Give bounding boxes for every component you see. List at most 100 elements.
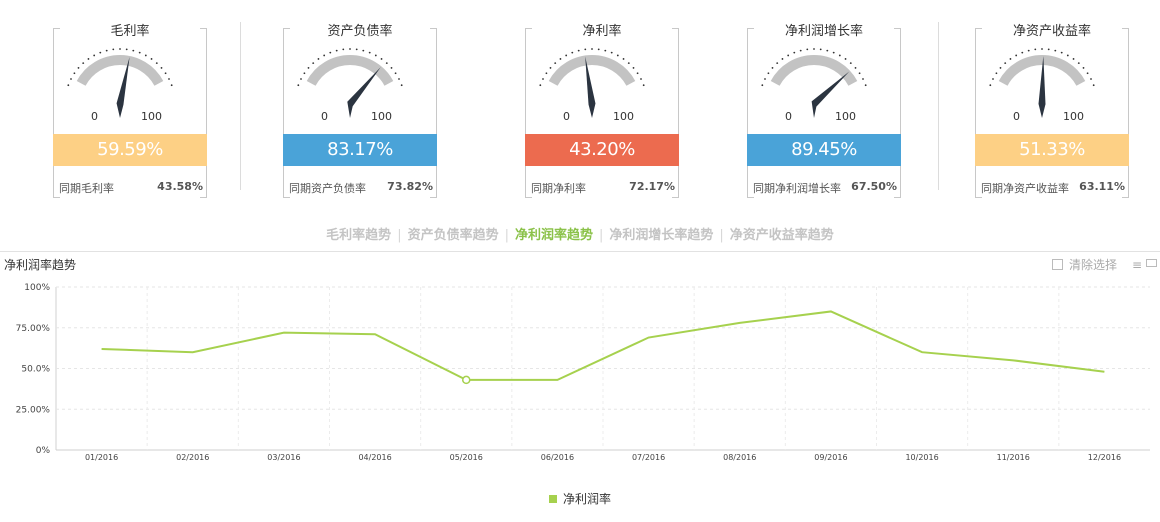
gauge-tick (362, 49, 365, 52)
gauge-tick (168, 78, 170, 80)
gauge-tick (1082, 67, 1085, 69)
gauge-max-label: 100 (141, 110, 162, 123)
gauge-card-gross-margin: 毛利率 0 100 59.59% 同期毛利率 43.58% (53, 24, 207, 198)
gauge-tick (394, 72, 397, 75)
gauge-tick (539, 84, 542, 87)
gauge-tick (1047, 48, 1050, 51)
gauge-prior-label: 同期净利润增长率 (753, 182, 841, 195)
gauge-card-net-margin: 净利率 0 100 43.20% 同期净利率 72.17% (525, 24, 679, 198)
x-tick-label: 01/2016 (85, 453, 118, 462)
gauge-tick (549, 67, 552, 69)
tab-net-margin-trend[interactable]: 净利润率趋势 (514, 228, 593, 243)
gauge-tick (112, 48, 115, 51)
gauge-value: 59.59% (53, 134, 207, 166)
tab-roe-trend[interactable]: 净资产收益率趋势 (729, 228, 834, 243)
gauge-tick (1041, 48, 1043, 50)
y-tick-label: 100% (24, 283, 50, 293)
gauge-tick (329, 51, 332, 54)
gauge-tick (170, 84, 173, 87)
gauge-tick (632, 67, 635, 69)
gauge-tick (1060, 51, 1063, 54)
x-tick-label: 08/2016 (723, 453, 756, 462)
x-tick-label: 10/2016 (905, 453, 938, 462)
gauge-tick (776, 62, 779, 65)
gauge-tick (542, 78, 544, 80)
clear-icon (1052, 259, 1063, 270)
gauge-prior: 同期净利率 72.17% (531, 180, 675, 196)
legend-label[interactable]: 净利润率 (562, 492, 611, 506)
gauge-prior: 同期资产负债率 73.82% (289, 180, 433, 196)
gauge-tick (323, 54, 326, 57)
data-point (462, 375, 471, 385)
gauge-tick (374, 54, 377, 57)
divider (240, 22, 241, 190)
gauge-arc (306, 55, 394, 86)
gauge-tick (138, 51, 141, 54)
gauge-value: 89.45% (747, 134, 901, 166)
gauge-tick (761, 84, 764, 87)
gauge-frame (53, 28, 207, 198)
gauge-tick (398, 78, 400, 80)
clear-selection-button[interactable]: 清除选择 (1052, 256, 1117, 273)
chart-divider (0, 251, 1160, 252)
x-tick-label: 06/2016 (541, 453, 574, 462)
y-tick-label: 0% (36, 446, 51, 456)
gauge-tick (604, 49, 607, 52)
gauge-tick (105, 49, 108, 52)
gauge-tick (385, 62, 388, 65)
gauge-arc (770, 55, 858, 86)
x-tick-label: 05/2016 (450, 453, 483, 462)
gauge-tick (622, 58, 625, 60)
gauge-arc (998, 55, 1086, 86)
tab-gross-margin-trend[interactable]: 毛利率趋势 (326, 228, 392, 243)
gauge-tick (1021, 51, 1024, 54)
gauge-tick (82, 62, 85, 65)
gauge-tick (862, 78, 864, 80)
y-tick-label: 25.00% (16, 405, 51, 415)
gauge-tick (1027, 49, 1030, 52)
gauge-tick (368, 51, 371, 54)
gauge-tick (793, 51, 796, 54)
gauge-tick (858, 72, 861, 75)
gauge-tick (597, 48, 600, 51)
gauge-min-label: 0 (91, 110, 98, 123)
gauge-tick (99, 51, 102, 54)
gauge-frame (975, 28, 1129, 198)
gauge-min-label: 0 (563, 110, 570, 123)
gauge-title: 毛利率 (106, 24, 154, 39)
clear-selection-label: 清除选择 (1069, 258, 1118, 272)
tab-debt-ratio-trend[interactable]: 资产负债率趋势 (407, 228, 499, 243)
gauge-tick (144, 54, 147, 57)
x-tick-label: 11/2016 (997, 453, 1030, 462)
gauge-tick (125, 48, 128, 51)
x-tick-label: 09/2016 (814, 453, 847, 462)
gauge-tick (571, 51, 574, 54)
gauge-tick (806, 48, 809, 51)
gauge-tick (160, 67, 163, 69)
gauge-tick (640, 78, 642, 80)
menu-icon[interactable]: ≡ (1132, 258, 1143, 272)
gauge-prior: 同期净利润增长率 67.50% (753, 180, 897, 196)
gauge-tick (70, 78, 72, 80)
gauge-tick (1015, 54, 1018, 57)
gauge-dial (67, 48, 173, 118)
gauge-tick (303, 72, 306, 75)
series-line (101, 310, 1105, 381)
gauge-arc (548, 55, 636, 86)
gauge-prior-value: 72.17% (629, 180, 675, 193)
gauge-tick (864, 84, 867, 87)
mail-icon[interactable] (1146, 259, 1157, 267)
gauge-value: 83.17% (283, 134, 437, 166)
trend-tabs: 毛利率趋势 | 资产负债率趋势 | 净利润率趋势 | 净利润增长率趋势 | 净资产收益率趋势 (0, 224, 1160, 243)
gauge-tick (150, 58, 153, 60)
gauge-tick (1034, 48, 1037, 51)
gauge-tick (838, 54, 841, 57)
gauge-prior: 同期净资产收益率 63.11% (981, 180, 1125, 196)
gauge-tick (349, 48, 351, 50)
tab-profit-growth-trend[interactable]: 净利润增长率趋势 (609, 228, 714, 243)
gauge-tick (813, 48, 815, 50)
gauge-tick (1066, 54, 1069, 57)
gauge-card-roe: 净资产收益率 0 100 51.33% 同期净资产收益率 63.11% (975, 24, 1129, 198)
gauge-tick (77, 67, 80, 69)
gauge-min-label: 0 (785, 110, 792, 123)
